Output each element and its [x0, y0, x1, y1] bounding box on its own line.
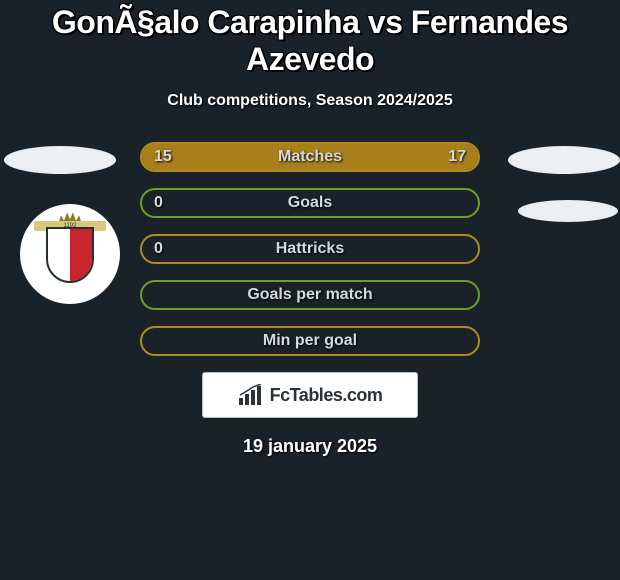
- date-text: 19 january 2025: [0, 436, 620, 457]
- club-shield-icon: 1192: [46, 223, 94, 285]
- stat-bar: Min per goal: [140, 326, 480, 356]
- stat-bar: 15 Matches 17: [140, 142, 480, 172]
- player-right-oval: [508, 146, 620, 174]
- stat-label: Goals per match: [247, 286, 372, 304]
- stat-bar: 0 Hattricks: [140, 234, 480, 264]
- club-badge: 1192: [20, 204, 120, 304]
- brand-box: FcTables.com: [202, 372, 418, 418]
- stat-value-left: 0: [154, 240, 163, 258]
- page-title: GonÃ§alo Carapinha vs Fernandes Azevedo: [0, 0, 620, 78]
- player-left-oval: [4, 146, 116, 174]
- page-subtitle: Club competitions, Season 2024/2025: [0, 92, 620, 110]
- stat-bars: 15 Matches 17 0 Goals 0 Hattricks Goals per mat…: [140, 142, 480, 356]
- stat-label: Matches: [278, 148, 342, 166]
- comparison-panel: 1192 15 Matches 17 0 Goals 0 Hattricks Goals pe…: [0, 142, 620, 457]
- player-right-oval-2: [518, 200, 618, 222]
- stat-label: Goals: [288, 194, 332, 212]
- stat-bar: Goals per match: [140, 280, 480, 310]
- brand-chart-icon: [238, 384, 264, 406]
- stat-label: Min per goal: [263, 332, 357, 350]
- stat-label: Hattricks: [276, 240, 344, 258]
- stat-value-left: 0: [154, 194, 163, 212]
- stat-value-right: 17: [448, 148, 466, 166]
- brand-text: FcTables.com: [270, 385, 383, 406]
- stat-bar: 0 Goals: [140, 188, 480, 218]
- stat-value-left: 15: [154, 148, 172, 166]
